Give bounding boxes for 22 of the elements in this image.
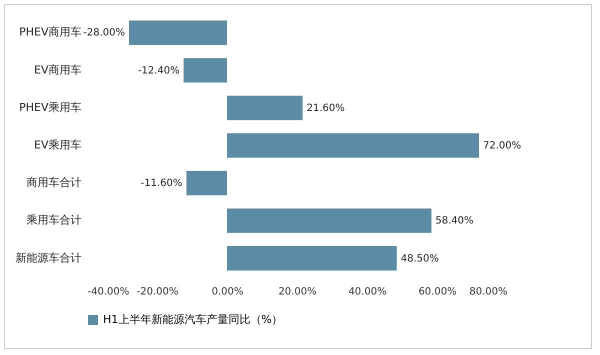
legend-label: H1上半年新能源汽车产量同比（%） bbox=[103, 313, 283, 326]
y-tick-label: PHEV乘用车 bbox=[19, 100, 82, 114]
y-tick-label: 商用车合计 bbox=[26, 176, 82, 190]
y-tick-label: EV商用车 bbox=[34, 63, 82, 76]
x-tick-label: 0.00% bbox=[212, 286, 244, 298]
x-tick-label: 40.00% bbox=[348, 286, 387, 298]
y-tick-label: 乘用车合计 bbox=[26, 214, 82, 227]
x-tick-label: -20.00% bbox=[136, 286, 178, 298]
y-tick-label: EV乘用车 bbox=[34, 138, 82, 152]
data-label: -11.60% bbox=[140, 178, 182, 190]
data-label: -12.40% bbox=[138, 65, 180, 76]
data-label: 21.60% bbox=[306, 102, 345, 114]
x-tick-label: 20.00% bbox=[278, 286, 317, 298]
x-tick-label: 60.00% bbox=[418, 286, 457, 298]
y-tick-label: PHEV商用车 bbox=[19, 26, 82, 39]
x-tick-label: 80.00% bbox=[469, 286, 508, 298]
data-label: 72.00% bbox=[483, 140, 522, 152]
data-label: 58.40% bbox=[435, 216, 474, 227]
y-tick-label: 新能源车合计 bbox=[16, 251, 82, 264]
x-tick-label: -40.00% bbox=[88, 286, 130, 298]
data-label: -28.00% bbox=[83, 28, 125, 39]
data-label: 48.50% bbox=[400, 253, 439, 264]
